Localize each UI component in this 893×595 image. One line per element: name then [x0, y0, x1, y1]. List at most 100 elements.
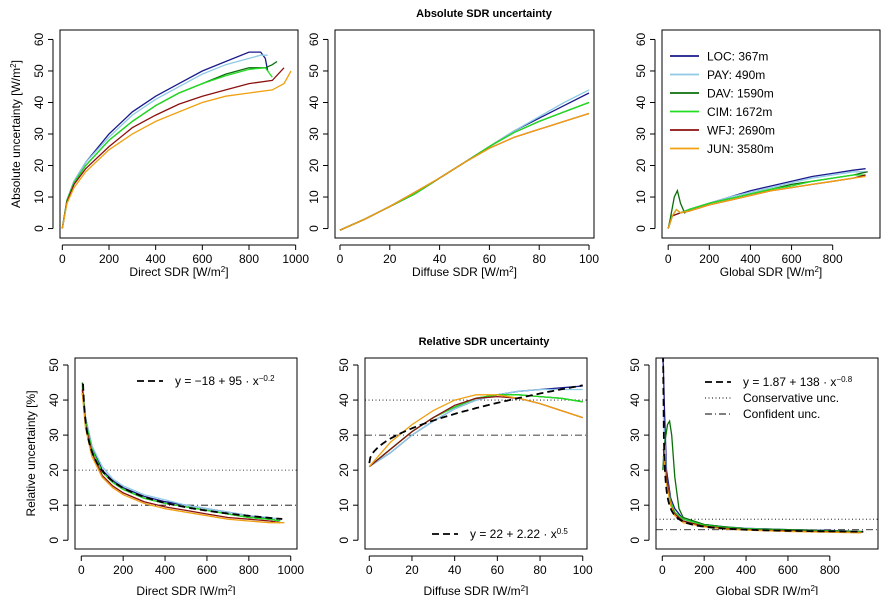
x-axis-label: Diffuse SDR [W/m2]: [424, 584, 529, 595]
x-axis: 0 20 40 60 80 100 Diffuse SDR [W/m2]: [366, 555, 593, 595]
y-tick-label: 40: [32, 95, 46, 109]
panel-rel-direct: 0 200 400 600 800 1000 Direct SDR [W/m2] 0 10 20 3…: [24, 357, 304, 595]
series-line: [662, 419, 862, 533]
x-tick-label: 40: [448, 563, 462, 577]
x-tick-label: 400: [155, 563, 175, 577]
y-tick-label: 10: [47, 498, 61, 512]
x-tick-label: 80: [533, 252, 547, 266]
x-tick-label: 400: [146, 252, 166, 266]
fit-curve: [368, 384, 583, 464]
series-line: [339, 89, 590, 231]
x-tick-label: 800: [820, 563, 840, 577]
y-tick-label: 60: [32, 32, 46, 46]
y-tick-label: 0: [628, 537, 642, 544]
series-line: [81, 392, 281, 522]
y-tick-label: 20: [32, 159, 46, 173]
y-tick-label: 20: [634, 159, 648, 173]
plot-frame: [661, 29, 881, 239]
series-group: [81, 382, 285, 524]
y-tick-label: 20: [337, 463, 351, 477]
x-tick-label: 200: [99, 252, 119, 266]
series-line: [81, 389, 281, 520]
x-tick-label: 600: [782, 252, 802, 266]
y-tick-label: 20: [307, 159, 321, 173]
legend-label: WFJ: 2690m: [707, 124, 775, 138]
x-tick-label: 200: [694, 563, 714, 577]
series-line: [368, 394, 583, 468]
y-tick-label: 0: [307, 225, 321, 232]
x-tick-label: 800: [823, 252, 843, 266]
y-tick-label: 10: [628, 498, 642, 512]
y-tick-label: 30: [307, 127, 321, 141]
y-tick-label: 50: [634, 64, 648, 78]
series-group: [662, 358, 864, 534]
ref-legend-label: Conservative unc.: [743, 391, 839, 405]
series-line: [667, 175, 866, 229]
plot-frame: [334, 29, 595, 239]
fit-legend-label: y = −18 + 95 · x−0.2: [175, 374, 275, 389]
x-tick-label: 600: [192, 252, 212, 266]
x-tick-label: 100: [573, 563, 593, 577]
y-tick-label: 50: [32, 64, 46, 78]
series-line: [368, 394, 583, 468]
fit-legend: y = 22 + 2.22 · x0.5: [432, 527, 568, 542]
x-tick-label: 600: [197, 563, 217, 577]
y-axis: 0 10 20 30 40 50: [337, 358, 359, 544]
y-tick-label: 60: [634, 32, 648, 46]
ref-legend-label: Confident unc.: [743, 407, 820, 421]
y-tick-label: 30: [47, 428, 61, 442]
series-group: [368, 384, 583, 468]
x-tick-label: 600: [778, 563, 798, 577]
y-axis-label: Relative uncertainty [%]: [24, 390, 38, 516]
plot-frame: [74, 357, 298, 550]
x-axis: 0 200 400 600 800 1000 Direct SDR [W/m2]: [78, 555, 304, 595]
y-axis: 0 10 20 30 40 50 Relative uncertainty [%]: [24, 358, 69, 544]
series-line: [667, 174, 866, 229]
fit-curve: [662, 358, 864, 533]
series-line: [662, 414, 862, 533]
y-tick-label: 0: [47, 537, 61, 544]
x-tick-label: 0: [78, 563, 85, 577]
fit-curve: [82, 383, 283, 520]
panel-abs-diffuse: 0 20 40 60 80 100 Diffuse SDR [W/m2] 0 10 20 30 40 5…: [307, 29, 599, 279]
legend-label: DAV: 1590m: [707, 87, 774, 101]
x-axis: 0 200 400 600 800 1000 Direct SDR [W/m2]: [59, 244, 309, 280]
x-tick-label: 0: [665, 252, 672, 266]
y-tick-label: 0: [32, 225, 46, 232]
fit-legend-label: y = 1.87 + 138 · x−0.8: [743, 375, 853, 390]
series-line: [61, 70, 292, 229]
x-axis-label: Direct SDR [W/m2]: [129, 265, 228, 280]
y-axis: 0 10 20 30 40 50 60: [634, 32, 656, 232]
series-line: [339, 112, 590, 231]
legend-label: LOC: 367m: [707, 50, 768, 64]
fit-legend-label: y = 22 + 2.22 · x0.5: [470, 527, 568, 542]
series-line: [81, 389, 281, 524]
y-tick-label: 40: [47, 393, 61, 407]
x-tick-label: 1000: [282, 252, 309, 266]
series-line: [368, 394, 583, 468]
series-line: [61, 51, 269, 229]
series-line: [368, 388, 583, 468]
y-tick-label: 10: [337, 498, 351, 512]
series-line: [81, 385, 281, 522]
fit-legend: y = −18 + 95 · x−0.2: [137, 374, 275, 389]
row-title-relative: Relative SDR uncertainty: [419, 336, 551, 348]
series-line: [81, 392, 285, 524]
x-tick-label: 80: [533, 563, 547, 577]
x-axis: 0 20 40 60 80 100 Diffuse SDR [W/m2]: [337, 244, 599, 279]
x-tick-label: 200: [113, 563, 133, 577]
x-tick-label: 100: [579, 252, 599, 266]
series-group: [339, 89, 590, 231]
y-tick-label: 10: [634, 190, 648, 204]
y-tick-label: 40: [628, 393, 642, 407]
legend-label: PAY: 490m: [707, 68, 765, 82]
series-line: [339, 92, 590, 231]
x-tick-label: 0: [366, 563, 373, 577]
series-line: [339, 101, 590, 231]
y-tick-label: 30: [628, 428, 642, 442]
